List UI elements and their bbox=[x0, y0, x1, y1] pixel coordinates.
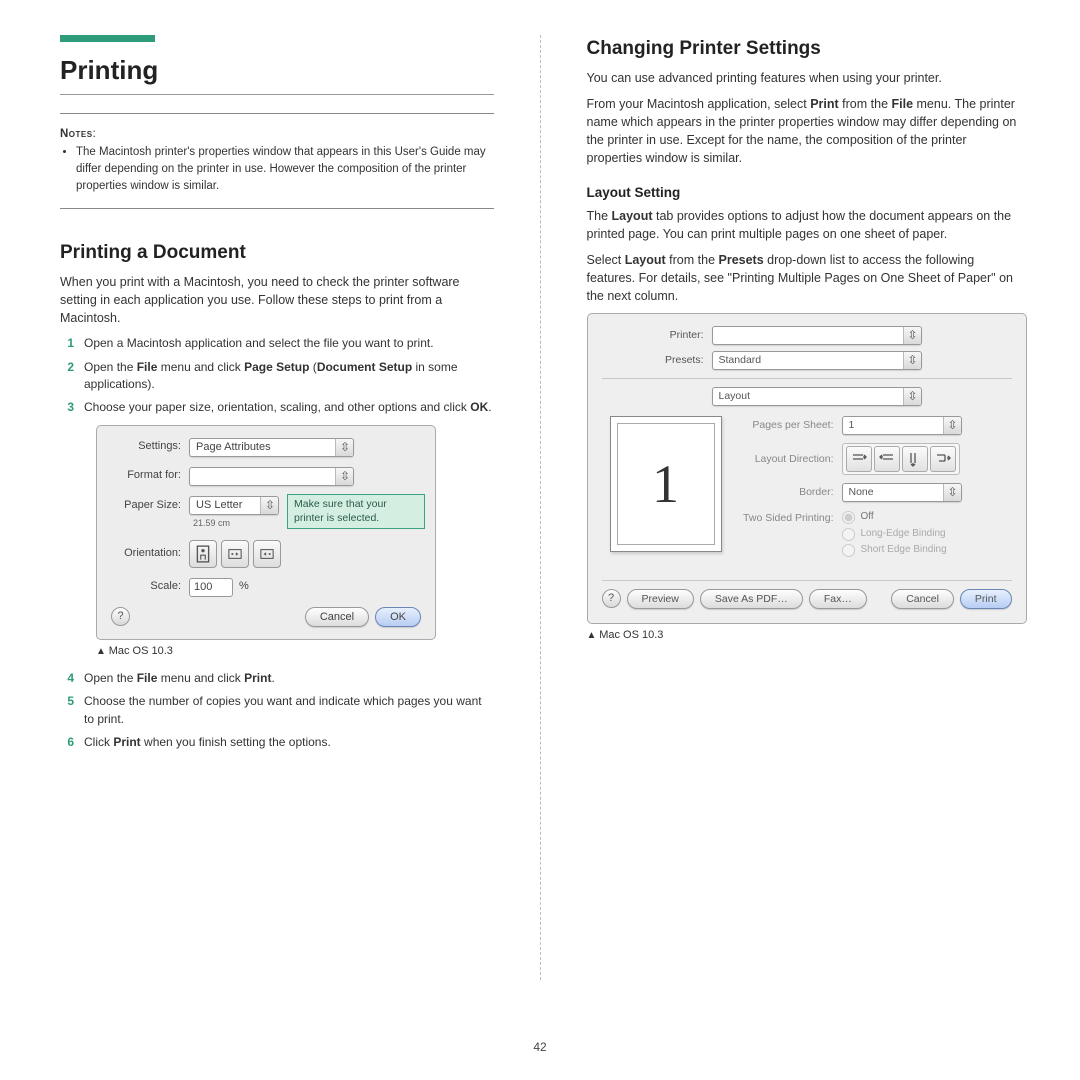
orientation-label: Orientation: bbox=[111, 546, 189, 562]
layout-direction-group bbox=[842, 443, 960, 475]
notes-box: Notes: The Macintosh printer's propertie… bbox=[60, 113, 494, 210]
save-pdf-button[interactable]: Save As PDF… bbox=[700, 589, 803, 609]
step-2: Open the File menu and click Page Setup … bbox=[84, 359, 494, 394]
printer-label: Printer: bbox=[642, 328, 712, 343]
page-title: Printing bbox=[60, 44, 494, 95]
presets-select[interactable]: Standard bbox=[712, 351, 922, 370]
cancel-button[interactable]: Cancel bbox=[305, 607, 369, 627]
fax-button[interactable]: Fax… bbox=[809, 589, 867, 609]
page-preview: 1 bbox=[610, 416, 722, 552]
settings-label: Settings: bbox=[111, 439, 189, 455]
two-sided-short-radio[interactable]: Short Edge Binding bbox=[842, 543, 947, 558]
section-heading-changing-settings: Changing Printer Settings bbox=[587, 35, 1021, 63]
step-1: Open a Macintosh application and select … bbox=[84, 335, 494, 352]
preview-button[interactable]: Preview bbox=[627, 589, 694, 609]
figure-caption: Mac OS 10.3 bbox=[96, 644, 494, 660]
section-accent-bar bbox=[60, 35, 155, 42]
printer-select[interactable] bbox=[712, 326, 922, 345]
scale-percent: % bbox=[239, 579, 249, 595]
step-number: 6 bbox=[60, 734, 74, 751]
ok-button[interactable]: OK bbox=[375, 607, 421, 627]
settings-select[interactable]: Page Attributes bbox=[189, 438, 354, 457]
cancel-button[interactable]: Cancel bbox=[891, 589, 954, 609]
format-for-select[interactable] bbox=[189, 467, 354, 486]
step-number: 4 bbox=[60, 670, 74, 687]
paragraph: Select Layout from the Presets drop-down… bbox=[587, 251, 1021, 305]
figure-caption: Mac OS 10.3 bbox=[587, 628, 1021, 644]
note-item: The Macintosh printer's properties windo… bbox=[76, 144, 494, 194]
step-number: 3 bbox=[60, 399, 74, 416]
layout-dir-1-button[interactable] bbox=[846, 446, 872, 472]
step-4: Open the File menu and click Print. bbox=[84, 670, 494, 687]
preview-page-number: 1 bbox=[617, 423, 715, 545]
panel-select[interactable]: Layout bbox=[712, 387, 922, 406]
print-button[interactable]: Print bbox=[960, 589, 1012, 609]
page-number: 42 bbox=[0, 1039, 1080, 1056]
border-label: Border: bbox=[740, 485, 842, 500]
layout-direction-label: Layout Direction: bbox=[740, 452, 842, 467]
paper-size-select[interactable]: US Letter bbox=[189, 496, 279, 515]
two-sided-label: Two Sided Printing: bbox=[740, 510, 842, 526]
two-sided-off-radio[interactable]: Off bbox=[842, 510, 947, 525]
presets-label: Presets: bbox=[642, 353, 712, 368]
paper-dim: 21.59 cm bbox=[193, 517, 279, 530]
scale-input[interactable]: 100 bbox=[189, 578, 233, 597]
format-for-label: Format for: bbox=[111, 468, 189, 484]
step-5: Choose the number of copies you want and… bbox=[84, 693, 494, 728]
subheading-layout-setting: Layout Setting bbox=[587, 183, 1021, 203]
border-select[interactable]: None bbox=[842, 483, 962, 502]
step-6: Click Print when you finish setting the … bbox=[84, 734, 494, 751]
pages-per-sheet-label: Pages per Sheet: bbox=[740, 418, 842, 433]
paragraph: The Layout tab provides options to adjus… bbox=[587, 207, 1021, 243]
notes-label: Notes bbox=[60, 128, 93, 140]
scale-label: Scale: bbox=[111, 579, 189, 595]
printer-selected-callout: Make sure that yourprinter is selected. bbox=[287, 494, 425, 529]
two-sided-long-radio[interactable]: Long-Edge Binding bbox=[842, 527, 947, 542]
step-3: Choose your paper size, orientation, sca… bbox=[84, 399, 494, 416]
step-number: 5 bbox=[60, 693, 74, 728]
paragraph: You can use advanced printing features w… bbox=[587, 69, 1021, 87]
step-number: 1 bbox=[60, 335, 74, 352]
orientation-landscape-left-button[interactable] bbox=[221, 540, 249, 568]
layout-dir-3-button[interactable] bbox=[902, 446, 928, 472]
intro-paragraph: When you print with a Macintosh, you nee… bbox=[60, 273, 494, 327]
layout-dir-4-button[interactable] bbox=[930, 446, 956, 472]
help-icon[interactable]: ? bbox=[111, 607, 130, 626]
help-icon[interactable]: ? bbox=[602, 589, 621, 608]
step-number: 2 bbox=[60, 359, 74, 394]
paper-size-label: Paper Size: bbox=[111, 496, 189, 514]
pages-per-sheet-select[interactable]: 1 bbox=[842, 416, 962, 435]
layout-dialog: Printer: Presets: Standard Layout 1 Page… bbox=[587, 313, 1027, 624]
section-heading-printing-document: Printing a Document bbox=[60, 239, 494, 267]
paragraph: From your Macintosh application, select … bbox=[587, 95, 1021, 168]
page-setup-dialog: Settings: Page Attributes Format for: Pa… bbox=[96, 425, 436, 640]
column-divider bbox=[540, 35, 541, 980]
orientation-portrait-button[interactable] bbox=[189, 540, 217, 568]
layout-dir-2-button[interactable] bbox=[874, 446, 900, 472]
orientation-landscape-right-button[interactable] bbox=[253, 540, 281, 568]
